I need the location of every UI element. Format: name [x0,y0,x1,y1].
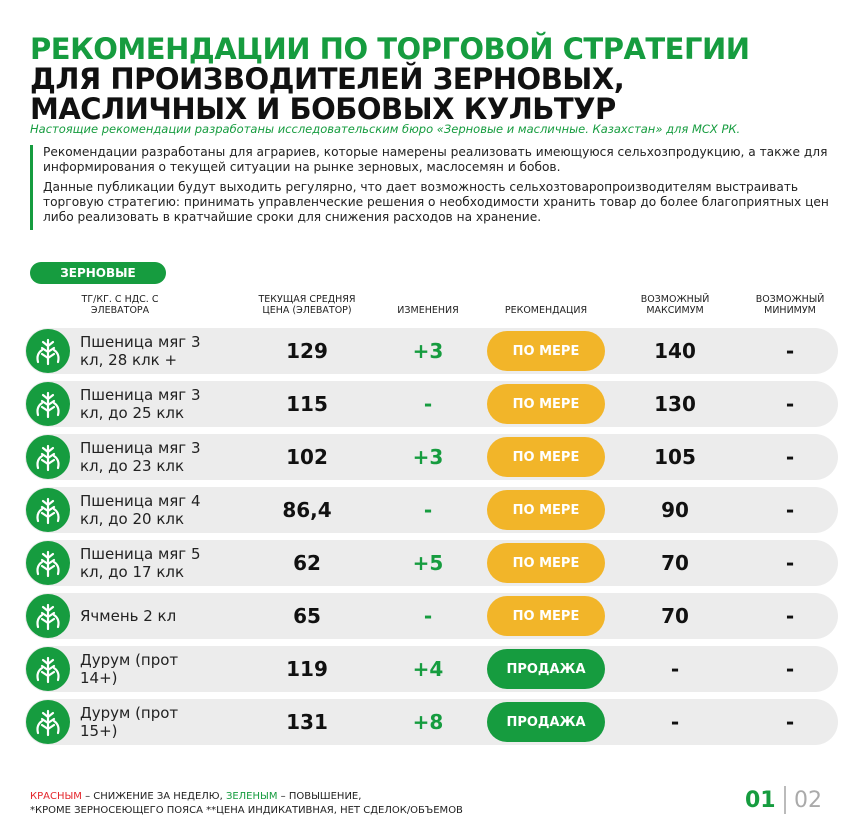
crop-icon [26,329,70,373]
recommendation: ПО МЕРЕ [487,437,605,477]
legend-green: ЗЕЛЕНЫМ [225,791,278,802]
page-next: 02 [794,788,822,813]
crop-name: Пшеница мяг 3 кл, до 23 клк [80,439,201,475]
table-row: Пшеница мяг 3 кл, до 25 клк 115 - ПО МЕРЕ 13… [25,381,838,427]
crop-name: Дурум (прот 14+) [80,651,179,687]
crop-icon [26,435,70,479]
recommendation: ПО МЕРЕ [487,543,605,583]
price: 102 [286,445,328,469]
intro: Рекомендации разработаны для аграриев, к… [30,145,833,230]
price: 62 [293,551,321,575]
column-header: ТЕКУЩАЯ СРЕДНЯЯ ЦЕНА (ЭЛЕВАТОР) [258,294,356,316]
max-price: 90 [661,498,689,522]
max-price: 70 [661,604,689,628]
intro-paragraph: Рекомендации разработаны для аграриев, к… [43,145,828,174]
column-header: РЕКОМЕНДАЦИЯ [504,305,588,316]
subtitle: Настоящие рекомендации разработаны иссле… [30,122,741,136]
column-header: ТГ/КГ. С НДС. С ЭЛЕВАТОРА [81,294,159,316]
price: 115 [286,392,328,416]
price: 119 [286,657,328,681]
table-row: Пшеница мяг 5 кл, до 17 клк 62 +5 ПО МЕРЕ 70… [25,540,838,586]
page-divider [784,786,786,814]
recommendation: ПО МЕРЕ [487,596,605,636]
recommendation: ПРОДАЖА [487,649,605,689]
crop-icon [26,594,70,638]
min-price: - [785,710,795,734]
legend-red: КРАСНЫМ [30,791,82,802]
min-price: - [785,604,795,628]
max-price: 70 [661,551,689,575]
max-price: 105 [654,445,696,469]
change: +4 [412,657,444,681]
intro-paragraph: Данные публикации будут выходить регуляр… [43,180,829,224]
page-current: 01 [745,788,776,813]
crop-name: Пшеница мяг 3 кл, 28 клк + [80,333,201,369]
table-row: Пшеница мяг 3 кл, 28 клк + 129 +3 ПО МЕРЕ 14… [25,328,838,374]
price: 65 [293,604,321,628]
max-price: - [670,657,680,681]
price: 86,4 [282,498,332,522]
min-price: - [785,498,795,522]
max-price: 140 [654,339,696,363]
max-price: 130 [654,392,696,416]
title-line: РЕКОМЕНДАЦИИ ПО ТОРГОВОЙ СТРАТЕГИИ [30,32,750,66]
column-header: ВОЗМОЖНЫЙ МАКСИМУМ [640,294,710,316]
table-row: Пшеница мяг 3 кл, до 23 клк 102 +3 ПО МЕРЕ 1… [25,434,838,480]
legend-text: – СНИЖЕНИЕ ЗА НЕДЕЛЮ, [81,791,226,802]
change: +3 [412,445,444,469]
legend-text: – ПОВЫШЕНИЕ, [277,791,362,802]
table-row: Ячмень 2 кл 65 - ПО МЕРЕ 70 - [25,593,838,639]
table-row: Дурум (прот 14+) 119 +4 ПРОДАЖА - - [25,646,838,692]
column-header: ИЗМЕНЕНИЯ [397,305,459,316]
recommendation: ПРОДАЖА [487,702,605,742]
table-row: Пшеница мяг 4 кл, до 20 клк 86,4 - ПО МЕРЕ 9… [25,487,838,533]
crop-icon [26,700,70,744]
crop-name: Пшеница мяг 3 кл, до 25 клк [80,386,201,422]
table-row: Дурум (прот 15+) 131 +8 ПРОДАЖА - - [25,699,838,745]
change: +8 [412,710,444,734]
min-price: - [785,657,795,681]
note: *КРОМЕ ЗЕРНОСЕЮЩЕГО ПОЯСА **ЦЕНА ИНДИКАТ… [30,805,463,816]
change: +5 [412,551,444,575]
title-line: МАСЛИЧНЫХ И БОБОВЫХ КУЛЬТУР [30,92,616,126]
recommendation: ПО МЕРЕ [487,331,605,371]
change: - [423,498,433,522]
recommendation: ПО МЕРЕ [487,490,605,530]
min-price: - [785,445,795,469]
crop-icon [26,488,70,532]
recommendation: ПО МЕРЕ [487,384,605,424]
price: 131 [286,710,328,734]
crop-name: Ячмень 2 кл [80,607,177,625]
crop-name: Дурум (прот 15+) [80,704,179,740]
crop-name: Пшеница мяг 4 кл, до 20 клк [80,492,201,528]
max-price: - [670,710,680,734]
min-price: - [785,551,795,575]
legend: КРАСНЫМ – СНИЖЕНИЕ ЗА НЕДЕЛЮ, ЗЕЛЕНЫМ – … [30,791,361,802]
crop-icon [26,541,70,585]
min-price: - [785,392,795,416]
change: - [423,604,433,628]
crop-icon [26,647,70,691]
change: - [423,392,433,416]
column-header: ВОЗМОЖНЫЙ МИНИМУМ [755,294,825,316]
section-label: ЗЕРНОВЫЕ [30,262,166,284]
crop-icon [26,382,70,426]
change: +3 [412,339,444,363]
crop-name: Пшеница мяг 5 кл, до 17 клк [80,545,201,581]
title-line: ДЛЯ ПРОИЗВОДИТЕЛЕЙ ЗЕРНОВЫХ, [30,62,625,96]
price: 129 [286,339,328,363]
min-price: - [785,339,795,363]
